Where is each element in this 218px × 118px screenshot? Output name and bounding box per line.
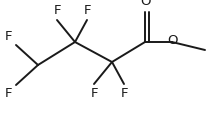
Text: F: F xyxy=(53,4,61,17)
Text: F: F xyxy=(83,4,91,17)
Text: O: O xyxy=(167,34,177,48)
Text: F: F xyxy=(90,87,98,100)
Text: F: F xyxy=(5,87,12,100)
Text: O: O xyxy=(140,0,150,8)
Text: F: F xyxy=(120,87,128,100)
Text: F: F xyxy=(5,30,12,43)
